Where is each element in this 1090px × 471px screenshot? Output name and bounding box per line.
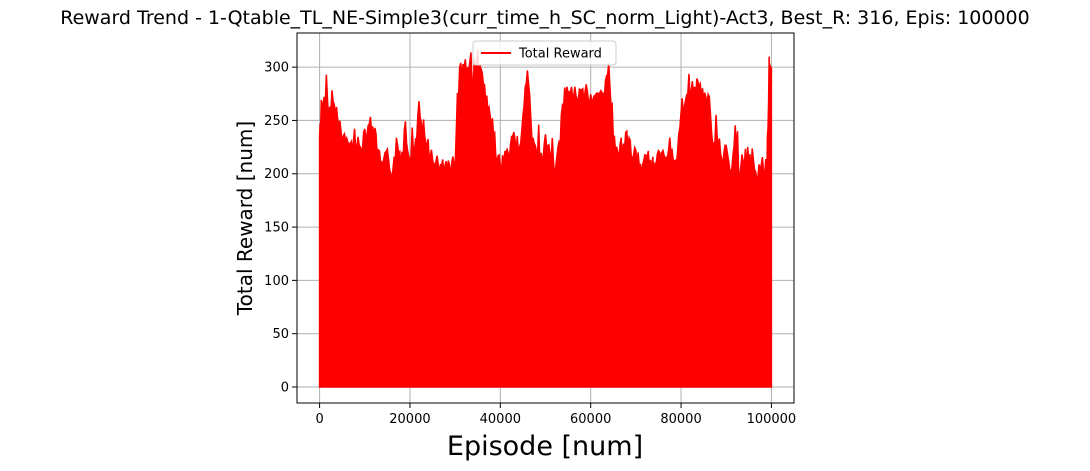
legend-label-total-reward: Total Reward bbox=[518, 47, 602, 62]
y-tick-label: 300 bbox=[264, 61, 289, 76]
legend: Total Reward bbox=[472, 40, 617, 66]
y-tick-label: 100 bbox=[264, 274, 289, 289]
x-axis-ticks: 0 20000 40000 60000 80000 100000 bbox=[315, 403, 796, 427]
x-axis-label: Episode [num] bbox=[447, 431, 643, 462]
x-tick-label: 40000 bbox=[480, 412, 521, 427]
y-tick-label: 0 bbox=[281, 381, 289, 396]
x-tick-label: 0 bbox=[315, 412, 323, 427]
legend-box bbox=[472, 40, 617, 66]
y-tick-label: 150 bbox=[264, 221, 289, 236]
x-tick-label: 80000 bbox=[660, 412, 701, 427]
x-tick-label: 60000 bbox=[570, 412, 611, 427]
x-tick-label: 20000 bbox=[389, 412, 430, 427]
y-axis-ticks: 0 50 100 150 200 250 300 bbox=[264, 61, 297, 396]
y-axis-label: Total Reward [num] bbox=[233, 121, 257, 316]
y-tick-label: 50 bbox=[272, 327, 289, 342]
series-total-reward bbox=[318, 49, 773, 388]
total-reward-area bbox=[318, 49, 773, 388]
y-tick-label: 200 bbox=[264, 167, 289, 182]
x-tick-label: 100000 bbox=[747, 412, 797, 427]
chart-title: Reward Trend - 1-Qtable_TL_NE-Simple3(cu… bbox=[60, 7, 1030, 29]
y-tick-label: 250 bbox=[264, 114, 289, 129]
plot-frame bbox=[296, 32, 795, 404]
